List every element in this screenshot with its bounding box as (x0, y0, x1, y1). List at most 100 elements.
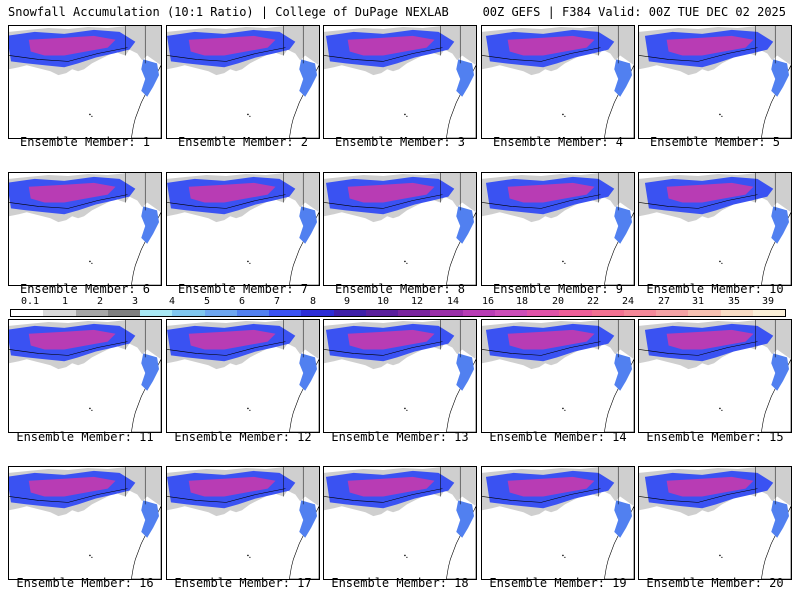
hawaii-islands (89, 407, 91, 410)
alaska-coastline (167, 47, 286, 62)
hawaii-islands (404, 407, 406, 410)
hawaii-islands (719, 260, 721, 263)
hawaii-islands (404, 260, 406, 263)
colorbar-swatch (236, 310, 269, 316)
ensemble-panel-17 (166, 466, 320, 580)
colorbar-swatch (172, 310, 205, 316)
border-lines (125, 173, 146, 211)
colorbar-tick: 3 (131, 296, 139, 307)
colorbar-swatch (398, 310, 431, 316)
hawaii-islands (719, 407, 721, 410)
colorbar-swatch (204, 310, 237, 316)
ensemble-member-label: Ensemble Member: 11 (16, 430, 154, 444)
colorbar-swatch (720, 310, 753, 316)
ensemble-member-label: Ensemble Member: 13 (331, 430, 469, 444)
snowfall-rockies (299, 206, 318, 244)
snowfall-heavy (28, 476, 116, 497)
snowfall-heavy (507, 476, 595, 497)
ensemble-member-label: Ensemble Member: 1 (19, 135, 151, 149)
colorbar-tick: 39 (761, 296, 775, 307)
alaska-coastline (167, 488, 286, 503)
ensemble-panel-8 (323, 172, 477, 286)
snowfall-heavy (666, 476, 754, 497)
ensemble-panel-6 (8, 172, 162, 286)
colorbar-tick: 6 (238, 296, 246, 307)
hawaii-islands (562, 554, 564, 557)
colorbar-swatch (301, 310, 334, 316)
colorbar-tick: 10 (376, 296, 390, 307)
colorbar-swatch (752, 310, 785, 316)
colorbar-swatch (43, 310, 76, 316)
hawaii-islands (247, 260, 249, 263)
snowfall-map (9, 26, 161, 138)
snowfall-heavy (666, 35, 754, 56)
border-lines (283, 320, 304, 358)
colorbar-tick: 8 (309, 296, 317, 307)
ensemble-member-label: Ensemble Member: 5 (649, 135, 781, 149)
border-lines (755, 173, 776, 211)
colorbar-swatch (430, 310, 463, 316)
snowfall-rockies (614, 59, 633, 97)
snowfall-heavy (507, 329, 595, 350)
border-lines (755, 467, 776, 505)
ensemble-member-label: Ensemble Member: 7 (177, 282, 309, 296)
hawaii-islands (89, 554, 91, 557)
snowfall-map (482, 467, 634, 579)
border-lines (283, 26, 304, 64)
border-lines (125, 467, 146, 505)
border-lines (598, 26, 619, 64)
snowfall-heavy (28, 329, 116, 350)
border-lines (440, 173, 461, 211)
snowfall-colorbar (10, 309, 786, 317)
border-lines (755, 320, 776, 358)
colorbar-tick: 1 (61, 296, 69, 307)
snowfall-rockies (614, 206, 633, 244)
ensemble-member-label: Ensemble Member: 15 (646, 430, 784, 444)
ensemble-member-label: Ensemble Member: 3 (334, 135, 466, 149)
colorbar-swatch (623, 310, 656, 316)
colorbar-tick: 12 (410, 296, 424, 307)
snowfall-map (167, 320, 319, 432)
hawaii-islands (404, 113, 406, 116)
alaska-coastline (167, 341, 286, 356)
hawaii-islands (562, 260, 564, 263)
snowfall-map (324, 467, 476, 579)
colorbar-swatch (656, 310, 689, 316)
ensemble-panel-5 (638, 25, 792, 139)
colorbar-tick: 20 (551, 296, 565, 307)
ensemble-member-label: Ensemble Member: 2 (177, 135, 309, 149)
colorbar-swatch (688, 310, 721, 316)
alaska-coastline (324, 47, 443, 62)
snowfall-heavy (188, 35, 276, 56)
ensemble-panel-1 (8, 25, 162, 139)
snowfall-heavy (347, 329, 435, 350)
snowfall-map (324, 26, 476, 138)
snowfall-heavy (507, 35, 595, 56)
alaska-coastline (324, 488, 443, 503)
ensemble-member-label: Ensemble Member: 4 (492, 135, 624, 149)
border-lines (283, 173, 304, 211)
border-lines (440, 467, 461, 505)
border-lines (283, 467, 304, 505)
snowfall-map (324, 173, 476, 285)
snowfall-heavy (28, 35, 116, 56)
colorbar-tick: 31 (691, 296, 705, 307)
ensemble-panel-11 (8, 319, 162, 433)
alaska-coastline (639, 194, 758, 209)
ensemble-panel-18 (323, 466, 477, 580)
border-lines (598, 320, 619, 358)
hawaii-islands (247, 554, 249, 557)
alaska-coastline (167, 194, 286, 209)
ensemble-panel-7 (166, 172, 320, 286)
colorbar-tick: 27 (657, 296, 671, 307)
hawaii-islands (562, 407, 564, 410)
ensemble-member-label: Ensemble Member: 19 (489, 576, 627, 590)
ensemble-panel-16 (8, 466, 162, 580)
ensemble-member-label: Ensemble Member: 16 (16, 576, 154, 590)
colorbar-swatch (333, 310, 366, 316)
border-lines (598, 467, 619, 505)
alaska-coastline (9, 488, 128, 503)
border-lines (440, 26, 461, 64)
alaska-coastline (482, 488, 601, 503)
snowfall-rockies (456, 353, 475, 391)
